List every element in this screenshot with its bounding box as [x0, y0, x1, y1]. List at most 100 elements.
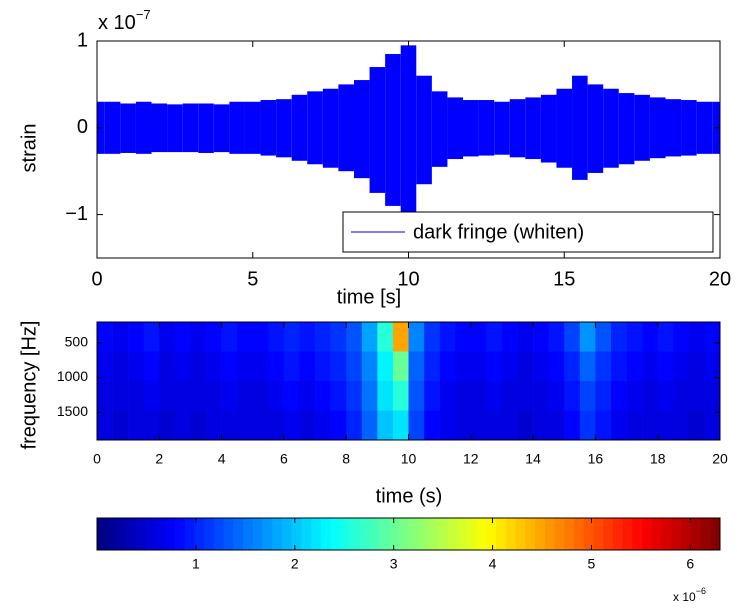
colorbar-step — [564, 518, 575, 550]
heatmap-cell — [221, 351, 238, 382]
heatmap-cell — [517, 381, 534, 411]
heatmap-cell — [190, 410, 207, 441]
colorbar-step — [661, 518, 672, 550]
heatmap-cell — [517, 351, 534, 382]
heatmap-cell — [252, 381, 269, 411]
colorbar-step — [681, 518, 692, 550]
y-tick-label: 500 — [65, 334, 89, 350]
heatmap-cell — [455, 351, 472, 382]
signal-band — [260, 100, 277, 156]
heatmap-cell — [564, 410, 581, 441]
colorbar-step — [525, 518, 536, 550]
signal-band — [182, 103, 199, 153]
signal-band — [431, 91, 448, 167]
colorbar-step — [106, 518, 117, 550]
heatmap-cell — [548, 351, 565, 382]
heatmap-cell — [548, 381, 565, 411]
heatmap-cell — [657, 351, 674, 382]
x-axis-label: time (s) — [376, 485, 443, 507]
colorbar-step — [496, 518, 507, 550]
colorbar-step — [466, 518, 478, 550]
heatmap-cell — [595, 381, 612, 411]
heatmap-cell — [283, 410, 300, 441]
heatmap-cell — [610, 410, 627, 441]
signal-band — [572, 75, 588, 180]
heatmap-cell — [470, 322, 487, 352]
signal-band — [213, 104, 230, 153]
signal-band — [649, 97, 666, 159]
heatmap-cell — [97, 322, 113, 352]
y-tick-label: 1 — [77, 29, 88, 51]
heatmap-cell — [501, 381, 518, 411]
colorbar-step — [213, 518, 225, 550]
multiplier-base: x 10 — [673, 590, 696, 604]
heatmap-cell — [112, 351, 129, 382]
heatmap-cell — [517, 322, 534, 352]
heatmap-cell — [128, 410, 145, 441]
signal-band — [525, 97, 541, 160]
colorbar-step — [476, 518, 487, 550]
colorbar-step — [447, 518, 458, 550]
heatmap-cell — [299, 351, 316, 382]
heatmap-cell — [221, 410, 238, 441]
heatmap-cell — [564, 322, 581, 352]
heatmap-cell — [97, 381, 113, 411]
colorbar-step — [369, 518, 380, 550]
heatmap-cell — [439, 351, 456, 382]
heatmap-cell — [501, 322, 518, 352]
colorbar-step — [155, 518, 166, 550]
heatmap-cell — [517, 410, 534, 441]
heatmap-cell — [206, 351, 222, 382]
colorbar-tick-label: 2 — [291, 556, 299, 572]
heatmap-cell — [377, 322, 394, 352]
colorbar-step — [97, 518, 108, 550]
colorbar-step — [281, 518, 293, 550]
heatmap-cell — [237, 410, 254, 441]
heatmap-cell — [704, 381, 721, 411]
colorbar-step — [622, 518, 633, 550]
heatmap-cell — [361, 381, 378, 411]
heatmap-cell — [424, 322, 440, 352]
signal-band — [416, 75, 432, 185]
signal-band — [135, 101, 152, 154]
colorbar-step — [379, 518, 390, 550]
signal-band — [696, 101, 713, 154]
heatmap-cell — [377, 410, 394, 441]
multiplier-base: x 10 — [98, 12, 136, 34]
colorbar-step — [642, 518, 653, 550]
heatmap-cell — [486, 351, 503, 382]
colorbar-step — [320, 518, 332, 550]
heatmap-cell — [346, 381, 363, 411]
signal-band — [353, 80, 370, 179]
heatmap-cell — [486, 410, 503, 441]
signal-band — [494, 101, 510, 155]
heatmap-cell — [252, 410, 269, 441]
heatmap-cell — [330, 322, 347, 352]
colorbar-frame — [96, 517, 721, 551]
heatmap-cell — [283, 322, 300, 352]
heatmap-cell — [673, 381, 690, 411]
colorbar-step — [398, 518, 409, 550]
heatmap-cell — [439, 410, 456, 441]
heatmap-cell — [392, 351, 409, 382]
signal-band — [167, 104, 183, 153]
colorbar-step — [350, 518, 361, 550]
heatmap-cell — [657, 410, 674, 441]
colorbar-step — [126, 518, 137, 550]
colorbar-step — [612, 518, 624, 550]
colorbar-step — [272, 518, 283, 550]
heatmap-cell — [392, 410, 409, 441]
heatmap-cell — [610, 322, 627, 352]
colorbar-step — [632, 518, 643, 550]
colorbar-step — [671, 518, 682, 550]
colorbar-step — [330, 518, 341, 550]
colorbar-step — [651, 518, 663, 550]
signal-band — [322, 88, 339, 168]
heatmap-cell — [174, 381, 191, 411]
signal-band — [463, 100, 479, 157]
heatmap-cell — [330, 381, 347, 411]
colorbar-step — [174, 518, 186, 550]
colorbar-step — [194, 518, 205, 550]
x-tick-label: 20 — [709, 268, 731, 290]
signal-band — [556, 88, 573, 168]
